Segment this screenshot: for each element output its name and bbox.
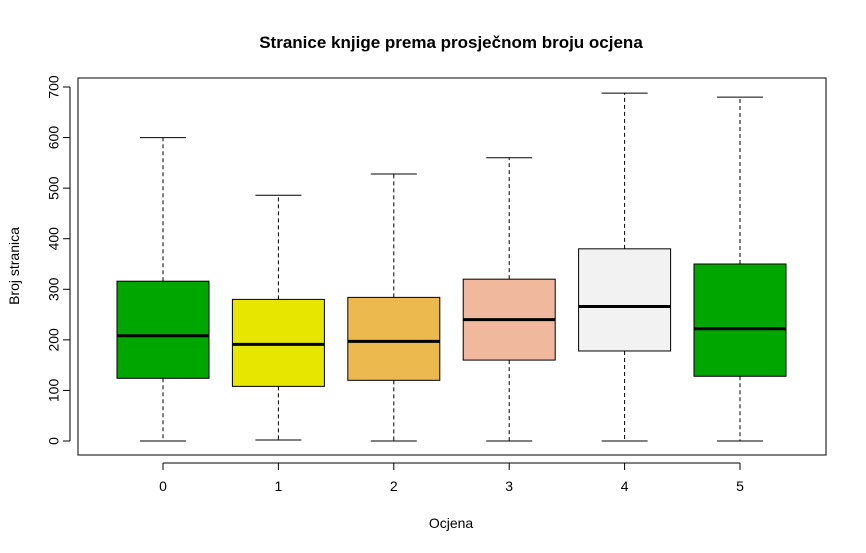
box-0: [116, 137, 210, 442]
y-tick-label: 600: [46, 126, 62, 150]
box-iqr: [116, 280, 210, 379]
y-tick-label: 300: [46, 277, 62, 301]
box-4: [578, 92, 672, 442]
x-tick-label: 0: [159, 478, 167, 494]
y-axis-label: Broj stranica: [6, 227, 22, 305]
box-group: [116, 92, 787, 442]
box-1: [231, 194, 325, 441]
x-tick-label: 4: [621, 478, 629, 494]
y-axis: 0 100 200 300 400 500 600 700: [46, 75, 71, 445]
y-tick-label: 100: [46, 379, 62, 403]
y-tick-label: 700: [46, 75, 62, 99]
y-tick-label: 400: [46, 227, 62, 251]
x-tick-label: 2: [390, 478, 398, 494]
y-tick-label: 500: [46, 176, 62, 200]
box-3: [462, 157, 556, 442]
chart-title: Stranice knjige prema prosječnom broju o…: [259, 33, 643, 52]
x-tick-label: 3: [505, 478, 513, 494]
x-axis: 0 1 2 3 4 5: [159, 462, 744, 494]
box-5: [693, 96, 787, 442]
box-2: [347, 173, 441, 442]
box-iqr: [578, 248, 672, 352]
x-tick-label: 5: [736, 478, 744, 494]
box-iqr: [347, 296, 441, 381]
x-axis-label: Ocjena: [429, 515, 474, 531]
box-iqr: [231, 298, 325, 387]
box-iqr: [693, 263, 787, 377]
y-tick-label: 0: [46, 437, 62, 445]
x-tick-label: 1: [275, 478, 283, 494]
y-tick-label: 200: [46, 328, 62, 352]
plot-frame: [77, 77, 827, 456]
